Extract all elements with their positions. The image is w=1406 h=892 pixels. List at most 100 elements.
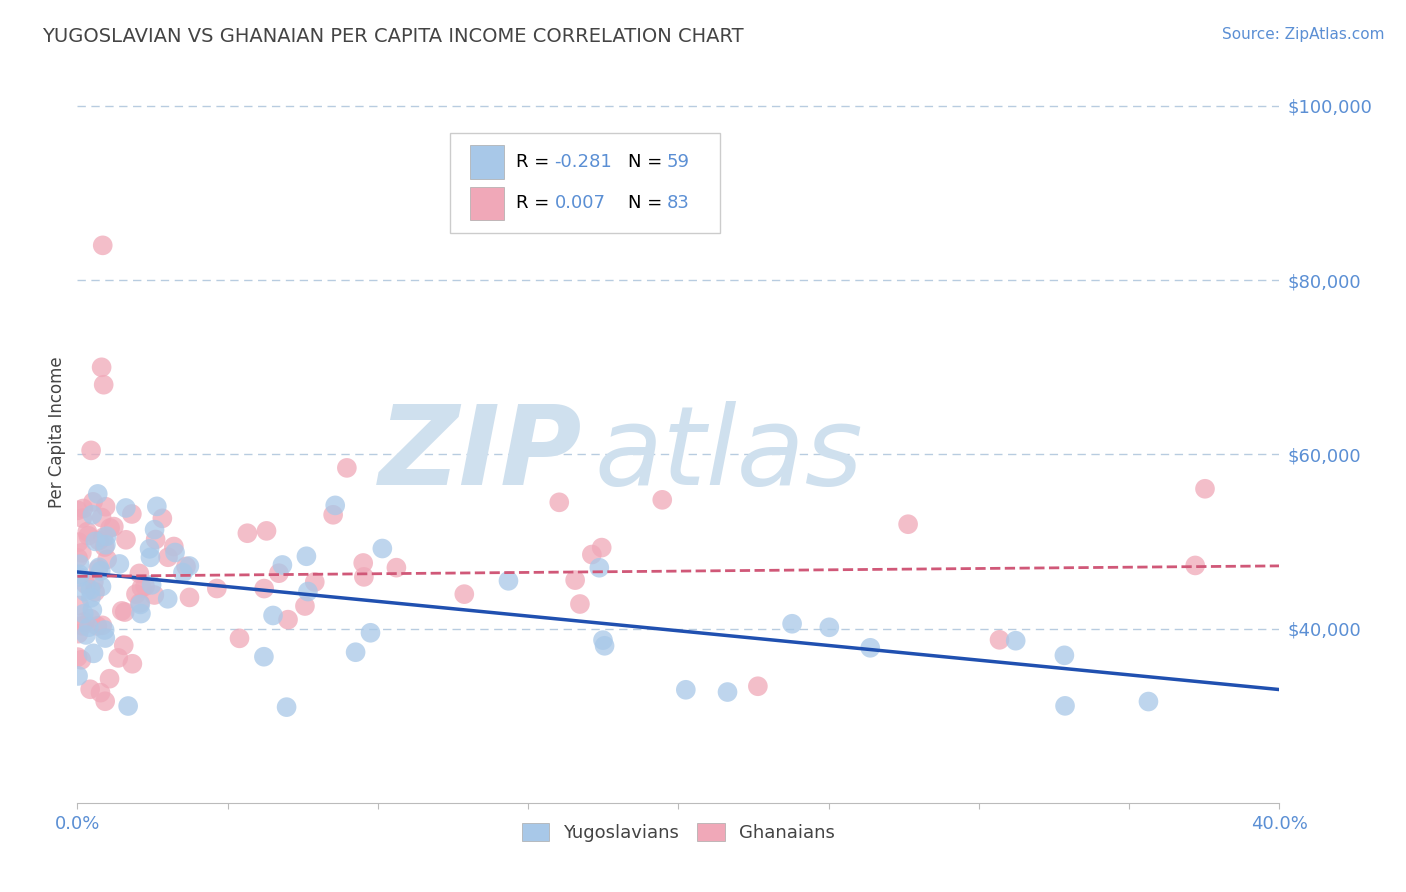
- Point: [79, 682, 101, 697]
- Point: [98, 672, 121, 686]
- Point: [96, 529, 118, 543]
- Point: [859, 640, 882, 655]
- Point: [253, 582, 276, 596]
- Text: ZIP: ZIP: [378, 401, 582, 508]
- Point: [67, 535, 90, 549]
- Point: [262, 608, 284, 623]
- Point: [205, 582, 228, 596]
- Point: [76, 524, 98, 539]
- Point: [115, 500, 138, 515]
- Point: [139, 550, 162, 565]
- Point: [163, 540, 186, 554]
- Point: [581, 548, 603, 562]
- Point: [256, 524, 278, 538]
- Point: [125, 587, 148, 601]
- Point: [82, 603, 104, 617]
- Text: Source: ZipAtlas.com: Source: ZipAtlas.com: [1222, 27, 1385, 42]
- Point: [156, 591, 179, 606]
- Point: [90, 564, 112, 578]
- Point: [69, 558, 91, 572]
- Point: [267, 566, 290, 581]
- Point: [548, 495, 571, 509]
- Point: [129, 596, 152, 610]
- Point: [73, 607, 96, 621]
- Point: [93, 623, 115, 637]
- Point: [323, 499, 346, 513]
- Point: [90, 360, 112, 375]
- Point: [143, 523, 166, 537]
- Point: [253, 649, 276, 664]
- Point: [294, 599, 316, 613]
- Point: [780, 616, 803, 631]
- Point: [716, 685, 738, 699]
- Point: [651, 492, 673, 507]
- Point: [1184, 558, 1206, 573]
- FancyBboxPatch shape: [450, 133, 720, 233]
- Text: R =: R =: [516, 194, 555, 212]
- Point: [91, 618, 114, 632]
- Point: [93, 377, 115, 392]
- Legend: Yugoslavians, Ghanaians: Yugoslavians, Ghanaians: [515, 815, 842, 849]
- Point: [747, 679, 769, 693]
- Point: [73, 615, 96, 629]
- Point: [1004, 633, 1026, 648]
- Point: [80, 443, 103, 458]
- Point: [79, 612, 101, 626]
- Point: [107, 651, 129, 665]
- Text: 83: 83: [666, 194, 689, 212]
- Point: [295, 549, 318, 564]
- Point: [138, 541, 160, 556]
- Point: [90, 510, 112, 524]
- Point: [1053, 648, 1076, 663]
- Point: [84, 534, 107, 549]
- Point: [1137, 694, 1160, 708]
- Point: [94, 694, 117, 708]
- Point: [172, 566, 194, 580]
- Point: [988, 632, 1011, 647]
- Point: [79, 582, 101, 597]
- Point: [75, 577, 97, 591]
- Text: -0.281: -0.281: [554, 153, 613, 171]
- Point: [277, 613, 299, 627]
- Point: [593, 639, 616, 653]
- Point: [111, 604, 134, 618]
- Point: [96, 552, 118, 566]
- Point: [897, 517, 920, 532]
- Point: [304, 574, 326, 589]
- Point: [157, 550, 180, 565]
- Point: [112, 638, 135, 652]
- Point: [360, 625, 382, 640]
- Point: [77, 529, 100, 543]
- Point: [72, 511, 94, 525]
- Point: [352, 556, 374, 570]
- Point: [67, 626, 90, 640]
- Point: [675, 682, 697, 697]
- Point: [72, 501, 94, 516]
- Point: [146, 500, 169, 514]
- Point: [103, 519, 125, 533]
- Point: [117, 698, 139, 713]
- Point: [87, 487, 110, 501]
- Point: [66, 503, 89, 517]
- Text: N =: N =: [628, 153, 668, 171]
- Point: [131, 581, 153, 595]
- Point: [453, 587, 475, 601]
- Point: [568, 597, 591, 611]
- Point: [163, 545, 186, 559]
- Point: [67, 567, 90, 582]
- Point: [228, 632, 250, 646]
- Point: [91, 238, 114, 252]
- Point: [143, 588, 166, 602]
- Point: [80, 591, 103, 605]
- Point: [93, 530, 115, 544]
- Point: [69, 570, 91, 584]
- Point: [592, 633, 614, 648]
- Point: [174, 559, 197, 574]
- Point: [297, 584, 319, 599]
- Point: [336, 461, 359, 475]
- Point: [588, 560, 610, 574]
- Point: [75, 628, 97, 642]
- Point: [129, 607, 152, 621]
- Point: [498, 574, 520, 588]
- Point: [93, 540, 115, 554]
